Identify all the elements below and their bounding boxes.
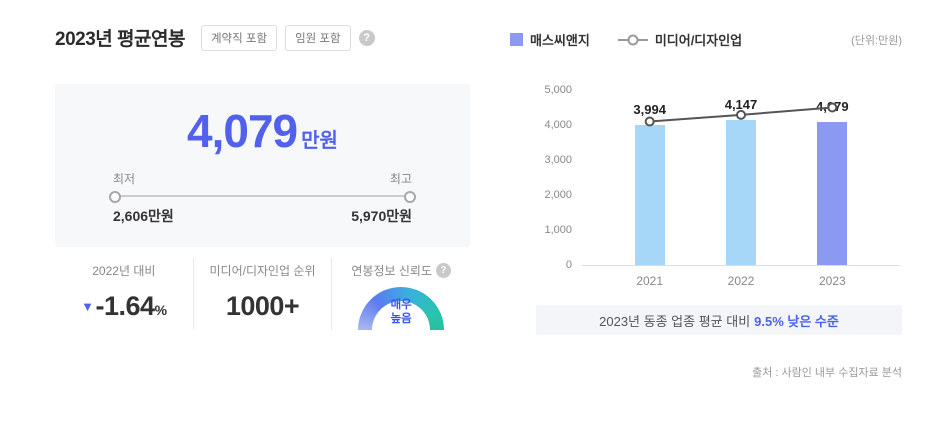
chart-legend: 매스씨앤지 미디어/디자인업 (단위:만원) [510, 30, 902, 49]
unit-note: (단위:만원) [851, 34, 902, 47]
stat-yoy-value: -1.64 [95, 291, 156, 321]
bar-value-label-2022: 4,147 [724, 97, 758, 112]
down-arrow-icon: ▼ [81, 299, 94, 314]
stat-industry-rank: 미디어/디자인업 순위 1000+ [192, 258, 332, 330]
y-tick-label: 0 [565, 259, 572, 271]
legend-company-label: 매스씨앤지 [530, 33, 590, 48]
trust-help-icon[interactable]: ? [435, 263, 451, 278]
stat-trust-label: 연봉정보 신뢰도 [351, 264, 432, 278]
page-title: 2023년 평균연봉 [55, 29, 185, 50]
salary-amount-row: 4,079 만원 [55, 84, 470, 158]
stat-trust: 연봉정보 신뢰도 ? 매우 높음 [331, 258, 470, 330]
chart-plot: 3,994 2021 4,147 2022 4,079 2023 [582, 90, 900, 288]
legend-industry-label: 미디어/디자인업 [654, 33, 743, 48]
min-salary-value: 2,606만원 [113, 208, 174, 224]
stat-yoy-suffix: % [154, 302, 167, 318]
trust-gauge: 매우 높음 [358, 287, 445, 330]
source-note: 출처 : 사람인 내부 수집자료 분석 [752, 367, 902, 379]
chart-column-2023: 4,079 2023 [787, 90, 878, 288]
bar-value-label-2021: 3,994 [633, 102, 666, 117]
company-swatch-icon [510, 33, 523, 46]
summary-highlight: 9.5% 낮은 수준 [754, 313, 839, 329]
range-handle-min[interactable] [109, 191, 121, 203]
gauge-text-line2: 높음 [390, 313, 412, 326]
gauge-text: 매우 높음 [358, 298, 444, 327]
salary-range-slider: 최저 최고 2,606만원 5,970만원 [109, 170, 416, 226]
chart-plot-inner: 3,994 2021 4,147 2022 4,079 2023 [604, 90, 878, 288]
legend-item-industry[interactable]: 미디어/디자인업 [617, 30, 743, 49]
stat-rank-label: 미디어/디자인업 순위 [209, 264, 316, 278]
average-salary-value: 4,079 [187, 105, 298, 157]
chart-y-axis: 0 1,000 2,000 3,000 4,000 5,000 [538, 84, 572, 271]
range-values: 2,606만원 5,970만원 [113, 206, 412, 226]
bar-value-label-2023: 4,079 [816, 99, 849, 114]
bar-2021[interactable] [634, 125, 665, 265]
stat-yoy-label: 2022년 대비 [92, 264, 156, 278]
comparison-summary: 2023년 동종 업종 평균 대비 9.5% 낮은 수준 [536, 305, 902, 335]
summary-prefix: 2023년 동종 업종 평균 대비 [599, 313, 751, 329]
salary-bar-chart: 0 1,000 2,000 3,000 4,000 5,000 3,994 2021 4,14… [538, 84, 900, 305]
bar-2023[interactable] [817, 122, 848, 265]
range-handle-max[interactable] [404, 191, 416, 203]
stat-yoy-change: 2022년 대비 ▼-1.64% [55, 258, 193, 330]
help-icon[interactable]: ? [358, 29, 375, 46]
range-labels: 최저 최고 [113, 170, 412, 187]
max-salary-value: 5,970만원 [351, 208, 412, 224]
max-label: 최고 [389, 172, 412, 186]
bar-2022[interactable] [725, 120, 756, 265]
chart-column-2022: 4,147 2022 [695, 90, 786, 288]
x-axis-label-2022: 2022 [727, 274, 755, 288]
min-label: 최저 [113, 172, 136, 186]
stat-trust-label-row: 연봉정보 신뢰도 ? [332, 262, 470, 279]
legend-item-company[interactable]: 매스씨앤지 [510, 30, 590, 49]
y-tick-label: 4,000 [544, 119, 572, 131]
y-tick-label: 1,000 [544, 224, 572, 236]
y-tick-label: 2,000 [544, 189, 572, 201]
stat-yoy-value-row: ▼-1.64% [55, 291, 193, 322]
average-salary-card: 4,079 만원 최저 최고 2,606만원 5,970만원 [55, 84, 470, 247]
industry-line-marker-icon [617, 38, 648, 41]
badge-executives-included[interactable]: 임원 포함 [285, 24, 351, 51]
y-tick-label: 5,000 [544, 84, 572, 96]
chart-column-2021: 3,994 2021 [604, 90, 695, 288]
stats-row: 2022년 대비 ▼-1.64% 미디어/디자인업 순위 1000+ 연봉정보 … [55, 258, 470, 330]
x-axis-label-2023: 2023 [818, 274, 846, 288]
salary-unit-label: 만원 [301, 130, 338, 152]
range-track [109, 190, 416, 203]
badge-contract-included[interactable]: 계약직 포함 [200, 24, 278, 51]
header: 2023년 평균연봉 계약직 포함 임원 포함 ? [55, 24, 375, 51]
stat-rank-value: 1000+ [225, 291, 300, 321]
gauge-text-line1: 매우 [390, 299, 412, 311]
x-axis-label-2021: 2021 [636, 274, 664, 288]
y-tick-label: 3,000 [544, 154, 572, 166]
